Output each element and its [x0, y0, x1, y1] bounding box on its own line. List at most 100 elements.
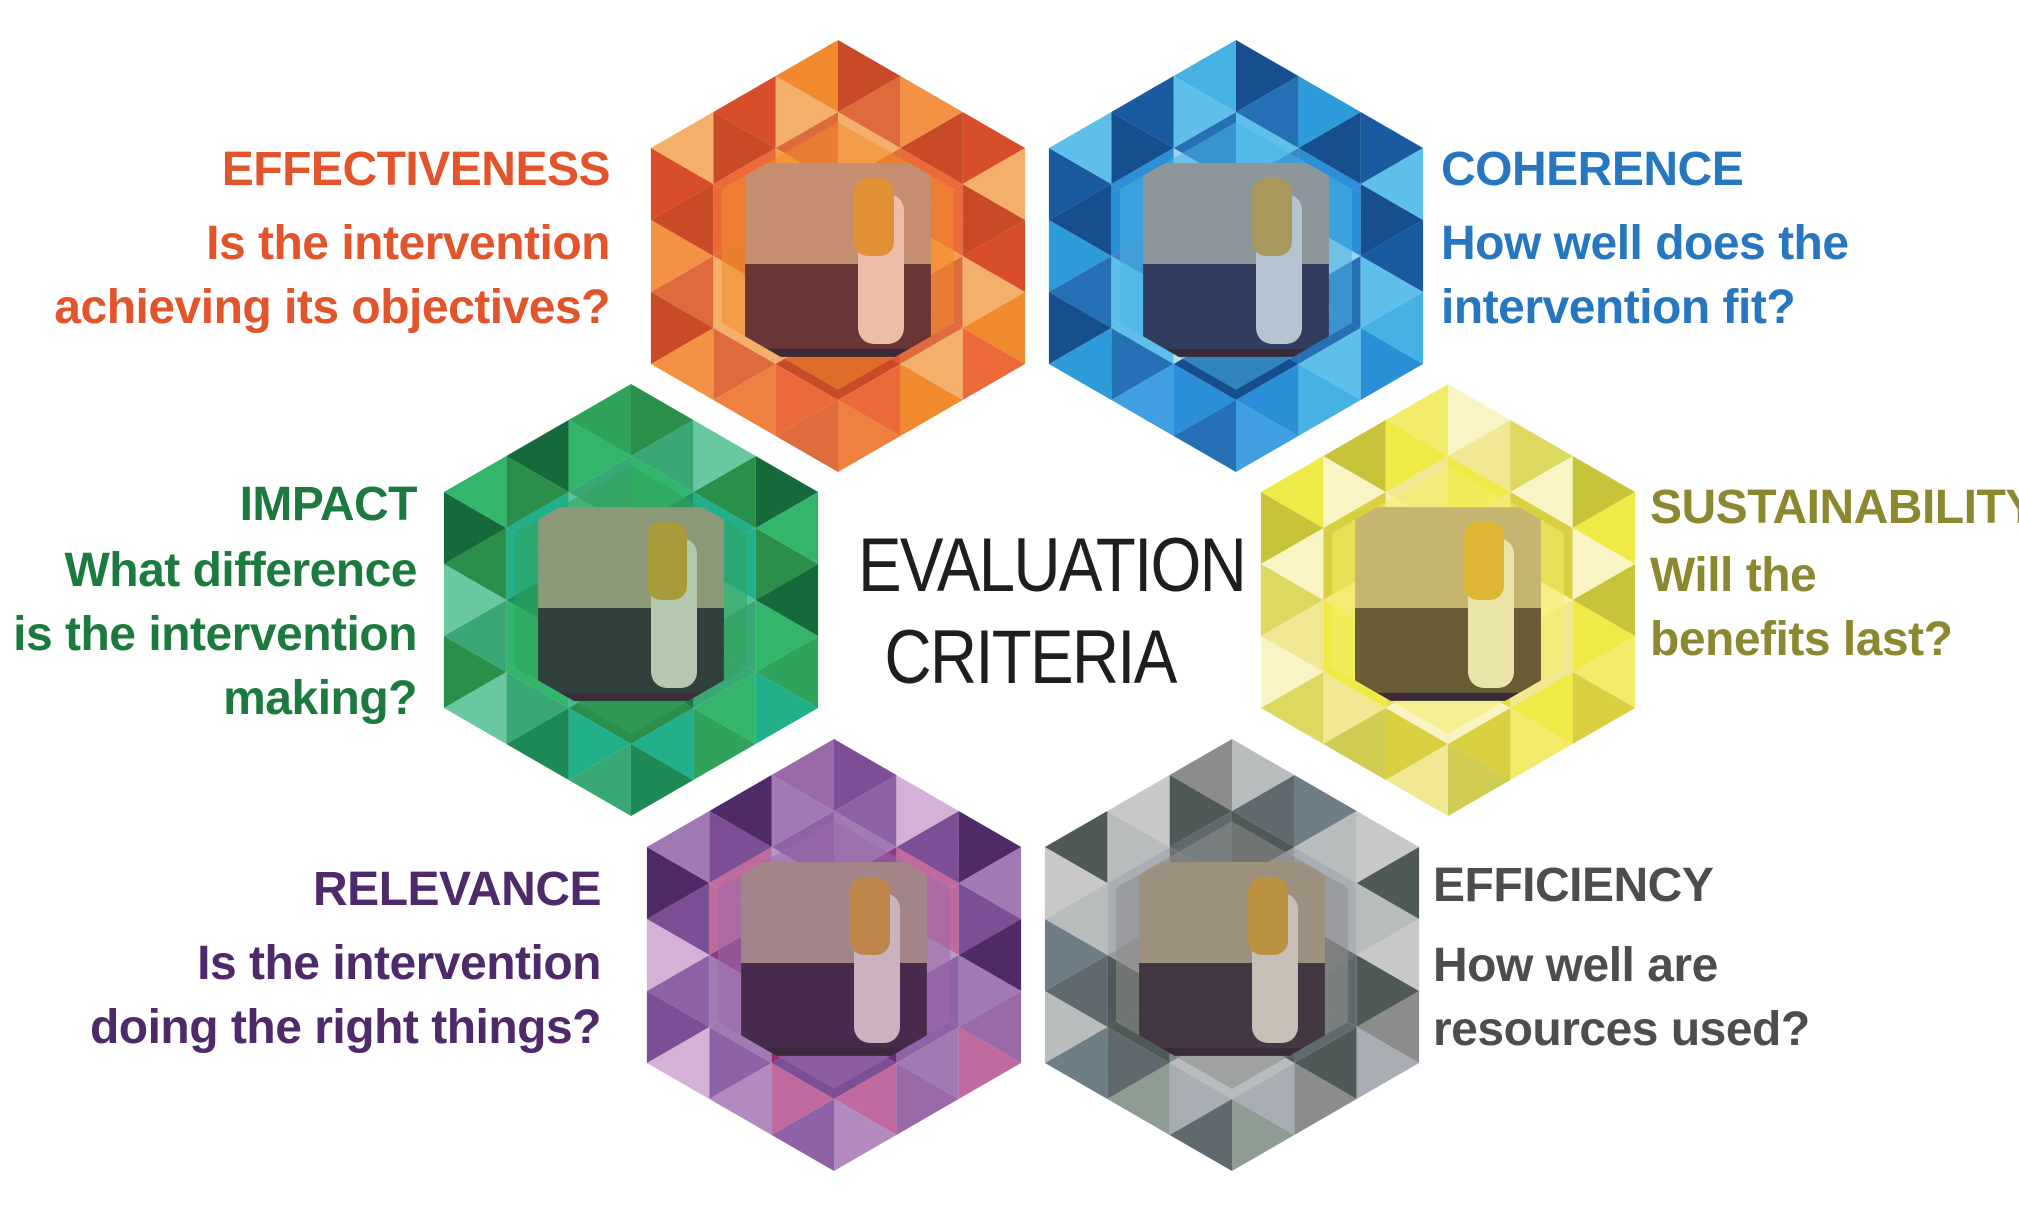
relevance-photo-tint — [741, 862, 927, 1048]
relevance-facet — [771, 739, 834, 811]
impact-facet — [693, 672, 756, 744]
effectiveness-facet — [713, 112, 776, 184]
impact-facet — [443, 672, 507, 744]
relevance-facet — [958, 991, 1022, 1063]
sustainability-facet — [1323, 420, 1386, 492]
impact-facet — [693, 708, 756, 780]
sustainability-question-line-2: benefits last? — [1650, 613, 1953, 666]
effectiveness-facet — [962, 292, 1026, 364]
center-title-line-2: CRITERIA — [884, 615, 1177, 700]
efficiency-facet — [1356, 811, 1420, 883]
relevance-facet — [896, 775, 959, 847]
impact-facet — [755, 528, 819, 600]
coherence-facet — [1360, 112, 1424, 184]
coherence-facet — [1048, 112, 1112, 184]
impact-facet — [693, 420, 756, 492]
effectiveness-facet — [650, 256, 714, 328]
efficiency-facet — [1356, 991, 1420, 1063]
impact-photo-tint — [538, 507, 724, 693]
relevance-question-line-2: doing the right things? — [89, 1001, 602, 1054]
effectiveness-facet — [962, 256, 1026, 328]
relevance-facet — [646, 847, 710, 919]
coherence-facet — [1173, 364, 1236, 436]
efficiency-facet — [1356, 919, 1420, 991]
effectiveness-facet — [962, 184, 1026, 256]
efficiency-facet — [1356, 847, 1420, 919]
effectiveness-facet — [962, 148, 1026, 220]
coherence-facet — [1111, 76, 1174, 148]
relevance-facet — [834, 775, 897, 847]
efficiency-photo — [1139, 862, 1325, 1056]
effectiveness-facet — [650, 220, 714, 292]
coherence-photo-tint — [1143, 163, 1329, 349]
coherence-facet — [1236, 40, 1299, 112]
coherence-question-line-1: How well does the — [1441, 217, 1849, 270]
relevance-question-line-1: Is the intervention — [197, 937, 601, 990]
impact-photo-scarf — [647, 522, 687, 600]
impact-title: IMPACT — [239, 478, 418, 531]
sustainability-facet — [1448, 384, 1511, 456]
impact-facet — [755, 564, 819, 636]
efficiency-facet — [1044, 883, 1108, 955]
effectiveness-question-line-1: Is the intervention — [206, 217, 610, 270]
coherence-facet — [1298, 328, 1361, 400]
sustainability-facet — [1510, 420, 1573, 492]
effectiveness-facet — [900, 112, 963, 184]
coherence-facet — [1048, 220, 1112, 292]
relevance-facet — [834, 1099, 897, 1171]
coherence-facet — [1048, 256, 1112, 328]
sustainability-facet — [1385, 384, 1448, 456]
effectiveness-facet — [838, 364, 901, 436]
impact-facet — [443, 636, 507, 708]
sustainability-label: SUSTAINABILITY Will the benefits last? — [1650, 478, 2019, 672]
sustainability-facet — [1260, 600, 1324, 672]
relevance-facet — [958, 919, 1022, 991]
impact-facet — [443, 600, 507, 672]
sustainability-facet — [1385, 420, 1448, 492]
coherence-facet — [1360, 220, 1424, 292]
sustainability-facet — [1260, 492, 1324, 564]
sustainability-facet — [1260, 456, 1324, 528]
impact-facet — [568, 744, 631, 816]
efficiency-facet — [1294, 1063, 1357, 1135]
sustainability-facet — [1323, 708, 1386, 780]
coherence-facet — [1360, 292, 1424, 364]
sustainability-question-line-1: Will the — [1650, 549, 1817, 602]
sustainability-facet — [1510, 708, 1573, 780]
coherence-facet — [1111, 328, 1174, 400]
efficiency-facet — [1044, 991, 1108, 1063]
effectiveness-facet — [713, 364, 776, 436]
impact-facet — [443, 492, 507, 564]
effectiveness-facet — [650, 184, 714, 256]
impact-facet — [506, 672, 569, 744]
effectiveness-facet — [900, 364, 963, 436]
relevance-photo — [741, 862, 927, 1056]
efficiency-photo-scarf — [1248, 877, 1288, 955]
efficiency-facet — [1044, 847, 1108, 919]
coherence-facet — [1173, 40, 1236, 112]
effectiveness-facet — [838, 40, 901, 112]
sustainability-photo-scarf — [1464, 522, 1504, 600]
impact-facet — [506, 456, 569, 528]
coherence-facet — [1360, 328, 1424, 400]
impact-question-line-3: making? — [223, 672, 417, 725]
effectiveness-facet — [775, 40, 838, 112]
coherence-facet — [1048, 148, 1112, 220]
effectiveness-facet — [962, 220, 1026, 292]
impact-facet — [755, 456, 819, 528]
efficiency-facet — [1169, 739, 1232, 811]
relevance-facet — [896, 811, 959, 883]
efficiency-facet — [1044, 1027, 1108, 1099]
effectiveness-facet — [650, 112, 714, 184]
impact-facet — [755, 492, 819, 564]
coherence-facet — [1360, 148, 1424, 220]
impact-facet — [631, 384, 694, 456]
sustainability-facet — [1260, 564, 1324, 636]
efficiency-facet — [1044, 811, 1108, 883]
sustainability-facet — [1510, 456, 1573, 528]
coherence-photo — [1143, 163, 1329, 357]
efficiency-facet — [1107, 775, 1170, 847]
coherence-facet — [1173, 400, 1236, 472]
efficiency-facet — [1232, 775, 1295, 847]
efficiency-facet — [1294, 811, 1357, 883]
